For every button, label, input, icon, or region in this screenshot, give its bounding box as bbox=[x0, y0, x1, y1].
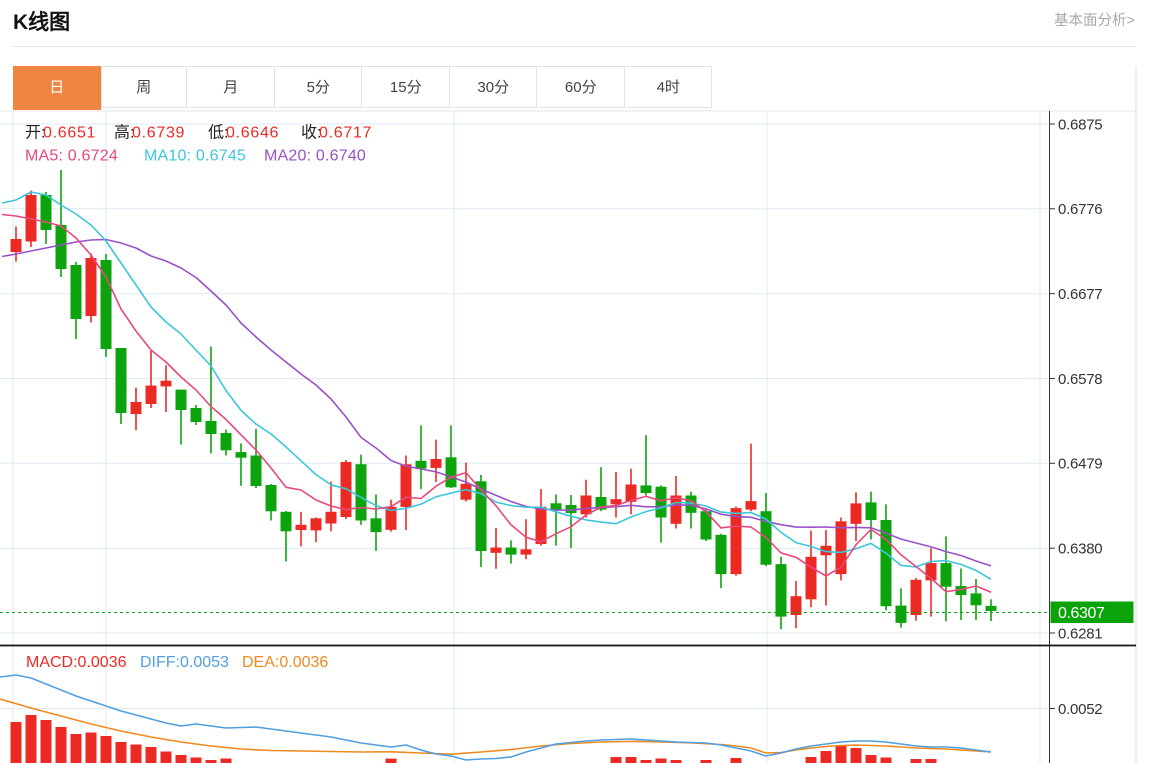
svg-text:0.6578: 0.6578 bbox=[1058, 371, 1102, 388]
svg-text:0.0052: 0.0052 bbox=[1058, 701, 1102, 718]
svg-text:0.6281: 0.6281 bbox=[1058, 625, 1102, 642]
svg-text:0.6875: 0.6875 bbox=[1058, 116, 1102, 133]
svg-text:0.6380: 0.6380 bbox=[1058, 541, 1102, 558]
svg-text:0.6479: 0.6479 bbox=[1058, 456, 1102, 473]
svg-text:0.6677: 0.6677 bbox=[1058, 286, 1102, 303]
svg-text:0.6307: 0.6307 bbox=[1058, 605, 1105, 622]
svg-text:0.6776: 0.6776 bbox=[1058, 201, 1102, 218]
